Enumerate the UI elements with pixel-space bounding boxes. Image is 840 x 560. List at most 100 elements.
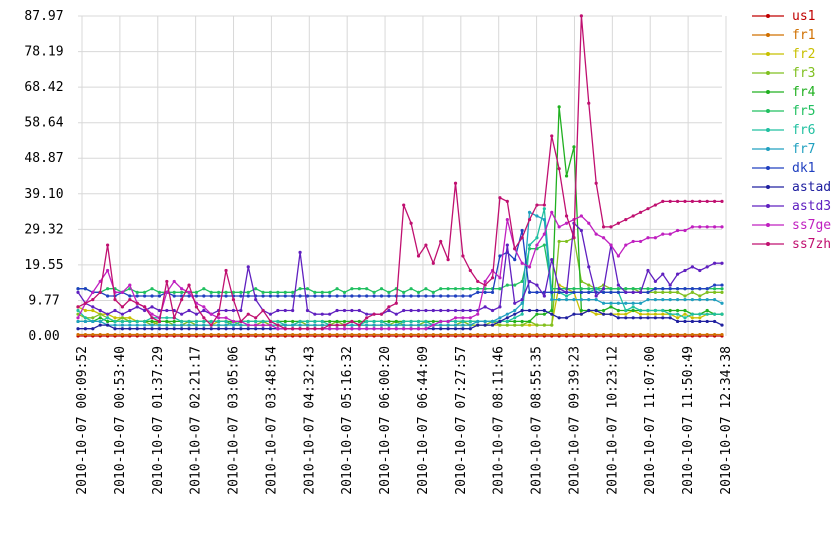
data-point-fr5: [424, 287, 428, 291]
data-point-ss7zh: [394, 301, 398, 305]
data-point-fr6: [661, 308, 665, 313]
data-point-fr7: [527, 210, 532, 214]
data-point-fr6: [453, 319, 458, 324]
data-point-dk1: [483, 290, 487, 294]
x-tick-label: 2010-10-07 00:09:52: [75, 346, 90, 495]
data-point-ss7zh: [135, 301, 139, 305]
data-point-fr5: [372, 290, 376, 294]
data-point-fr7: [180, 323, 184, 327]
data-point-fr5: [379, 287, 384, 291]
data-point-dk1: [291, 294, 295, 298]
data-point-fr1: [557, 332, 561, 337]
data-point-astad: [268, 327, 273, 331]
data-point-ss7zh: [594, 181, 598, 185]
data-point-dk1: [202, 294, 206, 298]
data-point-fr1: [217, 332, 221, 337]
data-point-dk1: [616, 290, 620, 294]
data-point-astad: [187, 327, 191, 331]
data-point-fr1: [631, 332, 635, 337]
data-point-fr1: [106, 332, 110, 337]
data-point-dk1: [461, 294, 465, 298]
data-point-fr1: [135, 332, 139, 337]
data-point-ss7ge: [409, 327, 413, 331]
data-point-fr7: [513, 308, 517, 313]
data-point-fr7: [320, 323, 324, 327]
data-point-ss7zh: [675, 199, 680, 204]
data-point-fr4: [387, 319, 391, 324]
data-point-astad: [572, 312, 576, 316]
data-point-astd3: [298, 250, 302, 254]
data-point-fr4: [705, 308, 709, 313]
data-point-fr1: [91, 332, 95, 337]
data-point-fr4: [98, 316, 102, 320]
data-point-fr7: [165, 323, 169, 327]
data-point-fr6: [461, 319, 465, 324]
data-point-dk1: [298, 294, 302, 298]
data-point-fr7: [720, 301, 724, 305]
data-point-dk1: [320, 294, 324, 298]
data-point-astad: [476, 323, 480, 327]
data-point-fr1: [165, 332, 169, 337]
data-point-fr5: [498, 287, 502, 291]
data-point-astd3: [624, 290, 628, 294]
data-point-astad: [705, 319, 709, 324]
data-point-ss7ge: [601, 236, 606, 240]
data-point-astad: [431, 327, 435, 331]
data-point-ss7zh: [305, 327, 310, 331]
x-tick-label: 2010-10-07 03:48:54: [264, 346, 279, 495]
data-point-fr7: [476, 319, 480, 324]
data-point-astd3: [416, 308, 421, 313]
data-point-ss7zh: [579, 14, 583, 18]
data-point-dk1: [579, 290, 583, 294]
legend-label-fr6: fr6: [792, 123, 815, 138]
data-point-fr4: [283, 319, 287, 324]
data-point-fr5: [239, 290, 243, 294]
data-point-ss7zh: [557, 167, 561, 171]
data-point-fr4: [106, 319, 110, 324]
data-point-astad: [638, 316, 643, 320]
data-point-ss7zh: [291, 327, 295, 331]
data-point-fr5: [572, 287, 576, 291]
data-point-fr1: [690, 332, 694, 337]
data-point-fr7: [535, 214, 539, 218]
data-point-fr1: [661, 332, 665, 337]
data-point-astd3: [535, 283, 539, 287]
data-point-fr7: [616, 301, 620, 305]
data-point-astd3: [239, 308, 243, 313]
data-point-fr5: [106, 287, 110, 291]
data-point-fr1: [313, 332, 317, 337]
data-point-astd3: [194, 312, 199, 316]
data-point-ss7zh: [320, 327, 324, 331]
data-point-ss7zh: [372, 312, 376, 316]
data-point-ss7zh: [98, 290, 102, 294]
data-point-fr6: [535, 236, 539, 240]
data-point-astd3: [690, 265, 694, 269]
data-point-fr6: [690, 312, 694, 316]
data-point-ss7zh: [542, 203, 546, 207]
data-point-fr4: [564, 174, 569, 178]
data-point-fr3: [683, 294, 687, 298]
data-point-fr7: [424, 323, 428, 327]
data-point-dk1: [261, 294, 265, 298]
data-point-astad: [712, 319, 717, 324]
data-point-ss7ge: [328, 327, 332, 331]
data-point-astad: [520, 308, 524, 313]
data-point-astd3: [446, 308, 450, 313]
data-point-fr1: [372, 332, 376, 337]
data-point-fr2: [113, 316, 117, 320]
data-point-fr7: [520, 301, 524, 305]
data-point-ss7ge: [439, 319, 443, 324]
data-point-ss7zh: [172, 316, 176, 320]
data-point-fr6: [113, 319, 117, 324]
data-point-fr6: [83, 316, 88, 320]
legend-marker-fr2: [766, 52, 770, 56]
data-point-ss7zh: [313, 327, 317, 331]
data-point-fr7: [402, 323, 406, 327]
data-point-astd3: [557, 287, 561, 291]
data-point-fr1: [668, 332, 672, 337]
data-point-astd3: [653, 279, 657, 284]
data-point-fr2: [594, 312, 598, 316]
data-point-fr6: [128, 319, 132, 324]
data-point-fr4: [150, 319, 154, 324]
legend-marker-fr6: [766, 128, 770, 132]
